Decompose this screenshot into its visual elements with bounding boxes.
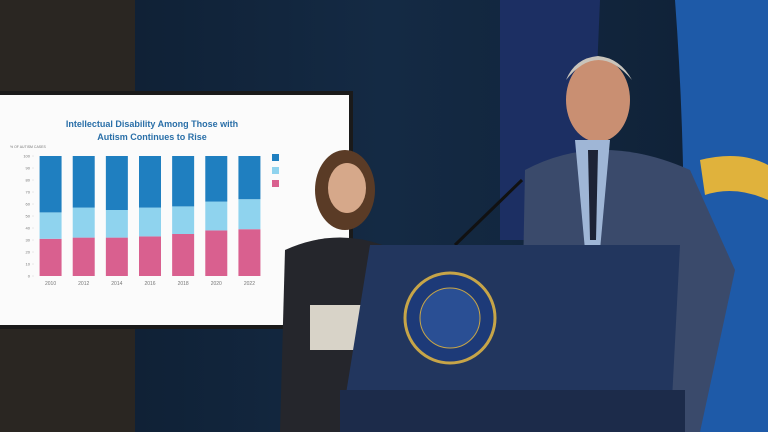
y-axis-label: % OF AUTISM CASES	[10, 145, 46, 149]
podium	[345, 245, 680, 400]
x-tick-label: 2010	[45, 281, 56, 287]
bar-segment	[139, 156, 161, 208]
legend-swatch	[272, 167, 279, 174]
y-tick-label: 80	[26, 178, 31, 183]
bar-segment	[205, 230, 228, 276]
podium-seal-inner	[419, 287, 481, 349]
bar-segment	[238, 156, 261, 200]
bar-segment	[72, 237, 95, 276]
bar-segment	[105, 237, 128, 276]
bar-segment	[172, 234, 195, 276]
podium-base	[340, 390, 685, 432]
x-tick-label: 2020	[211, 281, 222, 287]
legend-swatch	[272, 180, 279, 187]
bar-segment	[205, 156, 228, 202]
bar-segment	[205, 201, 228, 231]
flag-emblem	[700, 156, 768, 200]
woman-face	[328, 163, 366, 213]
y-tick-label: 70	[26, 190, 31, 195]
x-tick-label: 2014	[111, 281, 122, 287]
bar-segment	[172, 156, 195, 207]
y-tick-label: 50	[26, 214, 31, 219]
bar-segment	[72, 207, 95, 238]
bar-segment	[39, 156, 62, 213]
bar-segment	[139, 236, 161, 276]
man-tie	[588, 150, 598, 240]
bar-segment	[105, 156, 128, 210]
bar-segment	[238, 199, 261, 230]
x-tick-label: 2022	[244, 281, 255, 287]
y-tick-label: 20	[26, 250, 31, 255]
bar-segment	[72, 156, 95, 208]
bar-segment	[39, 212, 62, 239]
y-tick-label: 30	[26, 238, 31, 243]
chart: 0 10 20 30 40 50 60 70 80 90 100 2010 2012 2014 2016 20…	[23, 154, 279, 287]
x-tick-label: 2016	[144, 281, 155, 287]
bar-segment	[39, 238, 62, 276]
y-tick-label: 60	[26, 202, 31, 207]
y-tick-label: 90	[26, 166, 31, 171]
y-tick-label: 100	[23, 154, 30, 159]
legend-swatch	[272, 154, 279, 161]
y-tick-label: 40	[26, 226, 31, 231]
microphone	[453, 178, 524, 247]
bar-segment	[238, 229, 261, 276]
bar-segment	[172, 206, 195, 234]
bar-segment	[105, 210, 128, 238]
man-face	[566, 58, 630, 142]
bar-segment	[139, 207, 161, 237]
man-hair	[566, 56, 632, 80]
chart-title: Intellectual Disability Among Those with…	[65, 119, 239, 142]
y-tick-label: 10	[26, 262, 31, 267]
y-tick-label: 0	[28, 274, 31, 279]
x-tick-label: 2018	[178, 281, 189, 287]
x-tick-label: 2012	[78, 281, 89, 287]
